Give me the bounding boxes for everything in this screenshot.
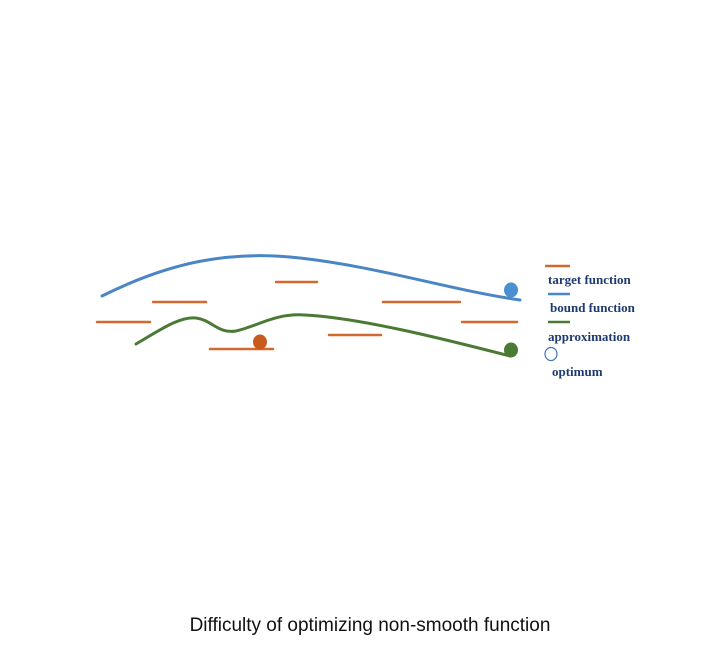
legend-approximation-label: approximation	[548, 329, 631, 344]
figure-caption: Difficulty of optimizing non-smooth func…	[189, 615, 551, 636]
bound-optimum-dot	[504, 282, 518, 298]
legend-bound-label: bound function	[550, 300, 636, 315]
target-function	[95, 280, 519, 351]
target-optimum-dot	[253, 334, 267, 350]
legend-target-label: target function	[548, 272, 631, 287]
legend-optimum-circle-icon	[544, 346, 558, 362]
approximation-curve	[134, 313, 512, 358]
approximation-optimum-dot	[504, 342, 518, 358]
legend: target function bound function approxima…	[544, 264, 636, 379]
legend-optimum-label: optimum	[552, 364, 603, 379]
bound-function-curve	[100, 254, 522, 302]
